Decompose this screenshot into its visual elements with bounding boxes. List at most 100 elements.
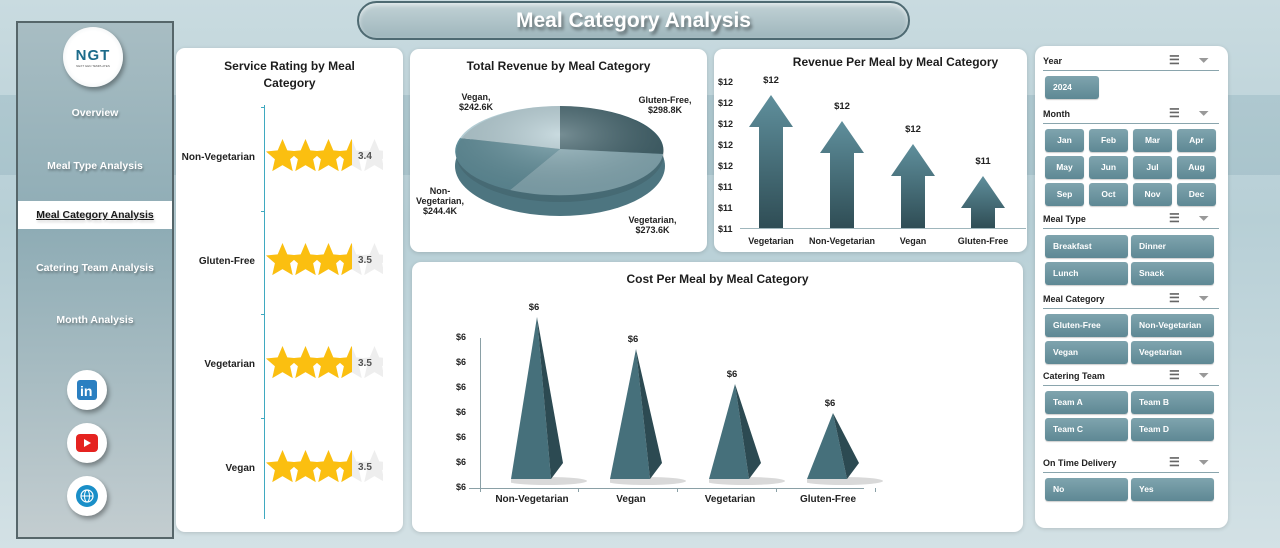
service-rating-title: Service Rating by Meal Category bbox=[224, 59, 355, 90]
arrow-bar bbox=[820, 121, 864, 233]
globe-icon bbox=[76, 485, 98, 507]
slicer-item-vegetarian[interactable]: Vegetarian bbox=[1131, 341, 1214, 364]
arrow-bar bbox=[891, 144, 935, 233]
linkedin-button[interactable]: in bbox=[67, 370, 107, 410]
nav-month-analysis[interactable]: Month Analysis bbox=[56, 314, 134, 326]
x-tick-label: Non-Vegetarian bbox=[495, 494, 569, 505]
total-revenue-title: Total Revenue by Meal Category bbox=[466, 59, 651, 73]
nav-meal-type-analysis[interactable]: Meal Type Analysis bbox=[47, 160, 143, 172]
slicer-item-nov[interactable]: Nov bbox=[1133, 183, 1172, 206]
slicer-item-team-d[interactable]: Team D bbox=[1131, 418, 1214, 441]
clear-filter-icon[interactable]: ⏷ bbox=[1199, 53, 1209, 67]
multi-select-icon[interactable]: ☰ bbox=[1169, 368, 1180, 382]
youtube-icon bbox=[76, 434, 98, 452]
slicer-item-oct[interactable]: Oct bbox=[1089, 183, 1128, 206]
slicer-item-yes[interactable]: Yes bbox=[1131, 478, 1214, 501]
arrow-bar bbox=[749, 95, 793, 233]
x-axis-tick bbox=[875, 488, 876, 492]
slicer-item-breakfast[interactable]: Breakfast bbox=[1045, 235, 1128, 258]
rating-category-label: Non-Vegetarian bbox=[181, 152, 255, 163]
nav-catering-team-analysis[interactable]: Catering Team Analysis bbox=[36, 262, 154, 274]
x-axis bbox=[469, 488, 864, 489]
total-revenue-card: Total Revenue by Meal Category Vegan, $2… bbox=[410, 49, 707, 252]
x-axis-tick bbox=[677, 488, 678, 492]
sidebar: NGT NEXT GEN TEMPLATES Overview Meal Typ… bbox=[16, 21, 174, 539]
y-tick-label: $6 bbox=[456, 432, 467, 442]
slicer-item-team-c[interactable]: Team C bbox=[1045, 418, 1128, 441]
slicer-item-2024[interactable]: 2024 bbox=[1045, 76, 1099, 99]
star-rating bbox=[265, 242, 391, 283]
pyramid-bar bbox=[606, 349, 686, 485]
y-tick-label: $6 bbox=[456, 407, 467, 417]
slicer-item-no[interactable]: No bbox=[1045, 478, 1128, 501]
slicer-item-lunch[interactable]: Lunch bbox=[1045, 262, 1128, 285]
rating-axis bbox=[264, 105, 265, 519]
arrow-bar bbox=[961, 176, 1005, 233]
nav-overview[interactable]: Overview bbox=[71, 107, 119, 119]
cost-per-meal-title: Cost Per Meal by Meal Category bbox=[626, 272, 809, 286]
data-label: $6 bbox=[627, 334, 639, 345]
axis-tick bbox=[261, 210, 265, 212]
website-button[interactable] bbox=[67, 476, 107, 516]
x-tick-label: Vegan bbox=[899, 236, 927, 246]
slicer-item-sep[interactable]: Sep bbox=[1045, 183, 1084, 206]
multi-select-icon[interactable]: ☰ bbox=[1169, 53, 1180, 67]
multi-select-icon[interactable]: ☰ bbox=[1169, 291, 1180, 305]
youtube-button[interactable] bbox=[67, 423, 107, 463]
slicer-item-jan[interactable]: Jan bbox=[1045, 129, 1084, 152]
y-tick-label: $6 bbox=[456, 332, 467, 342]
slicer-item-vegan[interactable]: Vegan bbox=[1045, 341, 1128, 364]
pie-label-non-vegetarian: Non-Vegetarian, $244.4K bbox=[415, 186, 465, 216]
rating-value: 3.5 bbox=[358, 358, 372, 369]
slicer-item-aug[interactable]: Aug bbox=[1177, 156, 1216, 179]
data-label: $12 bbox=[905, 124, 921, 135]
data-label: $6 bbox=[726, 369, 738, 380]
nav-meal-category-analysis[interactable]: Meal Category Analysis bbox=[18, 201, 172, 229]
clear-filter-icon[interactable]: ⏷ bbox=[1199, 368, 1209, 382]
y-tick-label: $12 bbox=[718, 119, 734, 129]
multi-select-icon[interactable]: ☰ bbox=[1169, 455, 1180, 469]
data-label: $6 bbox=[528, 302, 540, 313]
slicer-item-snack[interactable]: Snack bbox=[1131, 262, 1214, 285]
clear-filter-icon[interactable]: ⏷ bbox=[1199, 291, 1209, 305]
pyramid-bar bbox=[803, 413, 883, 485]
clear-filter-icon[interactable]: ⏷ bbox=[1199, 455, 1209, 469]
slicer-item-dec[interactable]: Dec bbox=[1177, 183, 1216, 206]
multi-select-icon[interactable]: ☰ bbox=[1169, 106, 1180, 120]
slicer-header-meal-category: Meal Category ☰ ⏷ bbox=[1043, 291, 1219, 309]
rating-value: 3.5 bbox=[358, 461, 372, 473]
star-rating-icon bbox=[266, 346, 391, 379]
cost-per-meal-card: Cost Per Meal by Meal Category $6 $6 $6 $6 $… bbox=[412, 262, 1023, 532]
pie-label-vegan: Vegan, $242.6K bbox=[458, 92, 494, 112]
x-tick-label: Vegetarian bbox=[748, 236, 794, 246]
x-axis-tick bbox=[480, 488, 481, 492]
slicer-item-jun[interactable]: Jun bbox=[1089, 156, 1128, 179]
clear-filter-icon[interactable]: ⏷ bbox=[1199, 106, 1209, 120]
star-rating-icon bbox=[266, 449, 391, 482]
y-tick-label: $11 bbox=[718, 224, 733, 234]
slicer-title: Meal Type bbox=[1043, 214, 1086, 224]
x-axis bbox=[740, 228, 1026, 229]
multi-select-icon[interactable]: ☰ bbox=[1169, 211, 1180, 225]
slicer-item-gluten-free[interactable]: Gluten-Free bbox=[1045, 314, 1128, 337]
slicer-item-feb[interactable]: Feb bbox=[1089, 129, 1128, 152]
axis-tick bbox=[261, 314, 265, 315]
x-axis-tick bbox=[578, 488, 579, 492]
arrow-bar bbox=[820, 121, 864, 228]
slicer-item-dinner[interactable]: Dinner bbox=[1131, 235, 1214, 258]
rating-category-label: Gluten-Free bbox=[198, 255, 255, 267]
y-tick-label: $12 bbox=[718, 161, 734, 171]
slicer-item-non-vegetarian[interactable]: Non-Vegetarian bbox=[1131, 314, 1214, 337]
revenue-per-meal-card: Revenue Per Meal by Meal Category $12 $12… bbox=[714, 49, 1027, 252]
slicer-item-team-b[interactable]: Team B bbox=[1131, 391, 1214, 414]
clear-filter-icon[interactable]: ⏷ bbox=[1199, 211, 1209, 225]
arrow-bar bbox=[749, 95, 793, 228]
pyramid-bar bbox=[705, 384, 785, 485]
y-tick-label: $6 bbox=[456, 457, 467, 467]
slicer-item-team-a[interactable]: Team A bbox=[1045, 391, 1128, 414]
slicer-item-apr[interactable]: Apr bbox=[1177, 129, 1216, 152]
slicer-item-jul[interactable]: Jul bbox=[1133, 156, 1172, 179]
slicer-item-mar[interactable]: Mar bbox=[1133, 129, 1172, 152]
linkedin-icon: in bbox=[77, 380, 97, 400]
slicer-item-may[interactable]: May bbox=[1045, 156, 1084, 179]
